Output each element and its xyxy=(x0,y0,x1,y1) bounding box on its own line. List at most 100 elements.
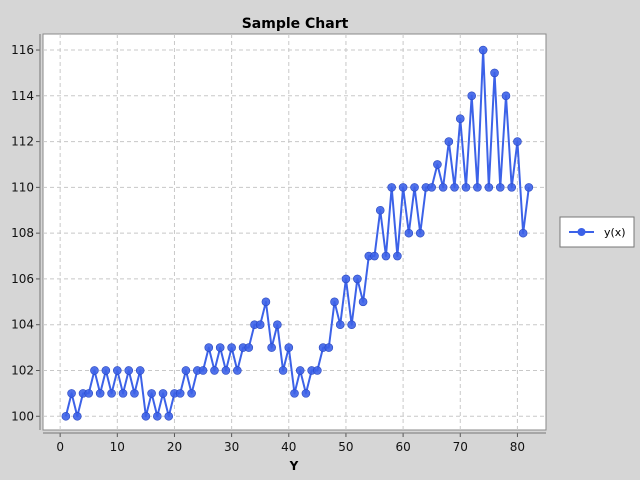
data-point xyxy=(273,320,282,330)
data-point xyxy=(433,160,442,169)
x-tick-label: 70 xyxy=(453,440,468,454)
data-point xyxy=(347,320,356,330)
data-point xyxy=(490,68,499,78)
x-tick-label: 80 xyxy=(510,440,525,454)
data-point xyxy=(330,297,339,307)
data-point xyxy=(524,183,534,192)
legend: y(x) xyxy=(559,216,635,248)
data-point xyxy=(295,366,305,375)
series-layer xyxy=(61,45,534,421)
data-point xyxy=(358,297,368,307)
data-point xyxy=(158,389,168,398)
data-point xyxy=(113,366,122,375)
y-tick-label: 112 xyxy=(11,135,34,149)
x-axis-label: Y xyxy=(289,459,299,473)
data-point xyxy=(187,389,196,398)
data-point xyxy=(513,137,522,146)
data-point xyxy=(473,183,482,192)
data-point xyxy=(341,274,351,284)
data-point xyxy=(410,183,419,192)
data-point xyxy=(438,183,448,192)
data-point xyxy=(370,251,379,261)
data-point xyxy=(290,389,299,398)
x-tick-label: 20 xyxy=(167,440,182,454)
data-point xyxy=(210,366,219,375)
plot-area xyxy=(42,33,547,431)
data-point xyxy=(118,389,128,398)
data-point xyxy=(153,411,162,421)
data-point xyxy=(84,389,94,398)
data-point xyxy=(444,137,454,146)
data-point xyxy=(501,91,511,101)
x-tick-label: 50 xyxy=(338,440,353,454)
axes: 100 102 104 106 108 110 112 114 116 0 10 20 30 40 50 60… xyxy=(11,34,546,454)
y-tick-label: 100 xyxy=(11,409,34,423)
data-point xyxy=(404,228,414,238)
y-tick-label: 104 xyxy=(11,318,34,332)
data-point xyxy=(147,389,156,398)
x-tick-label: 0 xyxy=(56,440,64,454)
data-point xyxy=(124,366,134,375)
data-point xyxy=(455,114,465,123)
data-point xyxy=(313,366,322,375)
data-point xyxy=(467,91,476,101)
data-point xyxy=(478,45,488,55)
y-tick-label: 116 xyxy=(11,43,34,57)
data-point xyxy=(90,366,99,375)
data-point xyxy=(375,205,385,215)
data-point xyxy=(204,343,214,352)
y-tick-label: 114 xyxy=(11,89,34,103)
data-point xyxy=(495,183,505,192)
x-tick-label: 30 xyxy=(224,440,239,454)
data-point xyxy=(484,183,494,192)
data-point xyxy=(387,183,396,192)
x-tick-label: 10 xyxy=(110,440,125,454)
data-point xyxy=(95,389,105,398)
data-point xyxy=(215,343,225,352)
data-point xyxy=(181,366,191,375)
data-point xyxy=(398,183,408,192)
data-point xyxy=(67,389,76,398)
data-point xyxy=(324,343,334,352)
data-point xyxy=(175,389,185,398)
data-point xyxy=(261,297,271,307)
data-point xyxy=(301,389,311,398)
y-tick-label: 102 xyxy=(11,363,34,377)
series-line xyxy=(64,49,530,418)
data-point xyxy=(164,411,174,421)
data-point xyxy=(461,183,471,192)
x-tick-label: 60 xyxy=(395,440,410,454)
data-point xyxy=(130,389,139,398)
data-point xyxy=(335,320,345,330)
data-point xyxy=(61,411,71,421)
data-point xyxy=(101,366,111,375)
data-point xyxy=(381,251,391,261)
grid-lines xyxy=(43,34,546,430)
legend-point-marker xyxy=(577,228,586,236)
data-point xyxy=(233,366,242,375)
data-point xyxy=(221,366,231,375)
y-tick-label: 106 xyxy=(11,272,34,286)
data-point xyxy=(227,343,236,352)
data-point xyxy=(255,320,265,330)
data-point xyxy=(507,183,517,192)
data-point xyxy=(141,411,151,421)
y-tick-label: 110 xyxy=(11,180,34,194)
data-point xyxy=(415,228,425,238)
data-point xyxy=(450,183,459,192)
chart-title: Sample Chart xyxy=(242,16,349,32)
x-tick-label: 40 xyxy=(281,440,296,454)
data-point xyxy=(427,183,436,192)
legend-label: y(x) xyxy=(604,226,626,239)
data-point xyxy=(393,251,402,261)
data-point xyxy=(278,366,288,375)
data-point xyxy=(518,228,528,238)
data-point xyxy=(244,343,254,352)
data-point xyxy=(107,389,116,398)
data-point xyxy=(267,343,276,352)
data-point xyxy=(198,366,208,375)
data-point xyxy=(353,274,362,284)
data-point xyxy=(135,366,145,375)
